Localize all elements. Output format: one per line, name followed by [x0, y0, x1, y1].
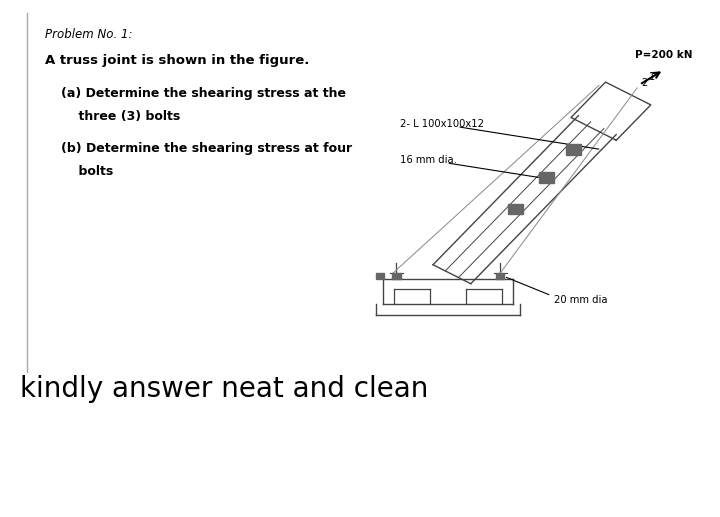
Text: 2: 2 — [641, 79, 647, 88]
Text: (a) Determine the shearing stress at the: (a) Determine the shearing stress at the — [61, 87, 346, 100]
Text: 2- L 100x100x12: 2- L 100x100x12 — [400, 119, 484, 129]
Text: three (3) bolts: three (3) bolts — [61, 110, 181, 123]
Bar — [376, 273, 384, 279]
Text: 20 mm dia: 20 mm dia — [554, 295, 608, 305]
Bar — [567, 144, 581, 155]
Text: A truss joint is shown in the figure.: A truss joint is shown in the figure. — [45, 54, 309, 67]
Bar — [392, 273, 401, 279]
Text: P=200 kN: P=200 kN — [635, 51, 693, 60]
Text: (b) Determine the shearing stress at four: (b) Determine the shearing stress at fou… — [61, 142, 352, 155]
Text: bolts: bolts — [61, 165, 114, 178]
Text: 16 mm dia.: 16 mm dia. — [400, 155, 456, 165]
Text: 1: 1 — [649, 72, 656, 82]
Bar — [496, 273, 505, 279]
Bar — [539, 172, 554, 183]
Text: Problem No. 1:: Problem No. 1: — [45, 28, 132, 41]
Text: kindly answer neat and clean: kindly answer neat and clean — [20, 375, 428, 403]
Bar — [508, 204, 523, 214]
